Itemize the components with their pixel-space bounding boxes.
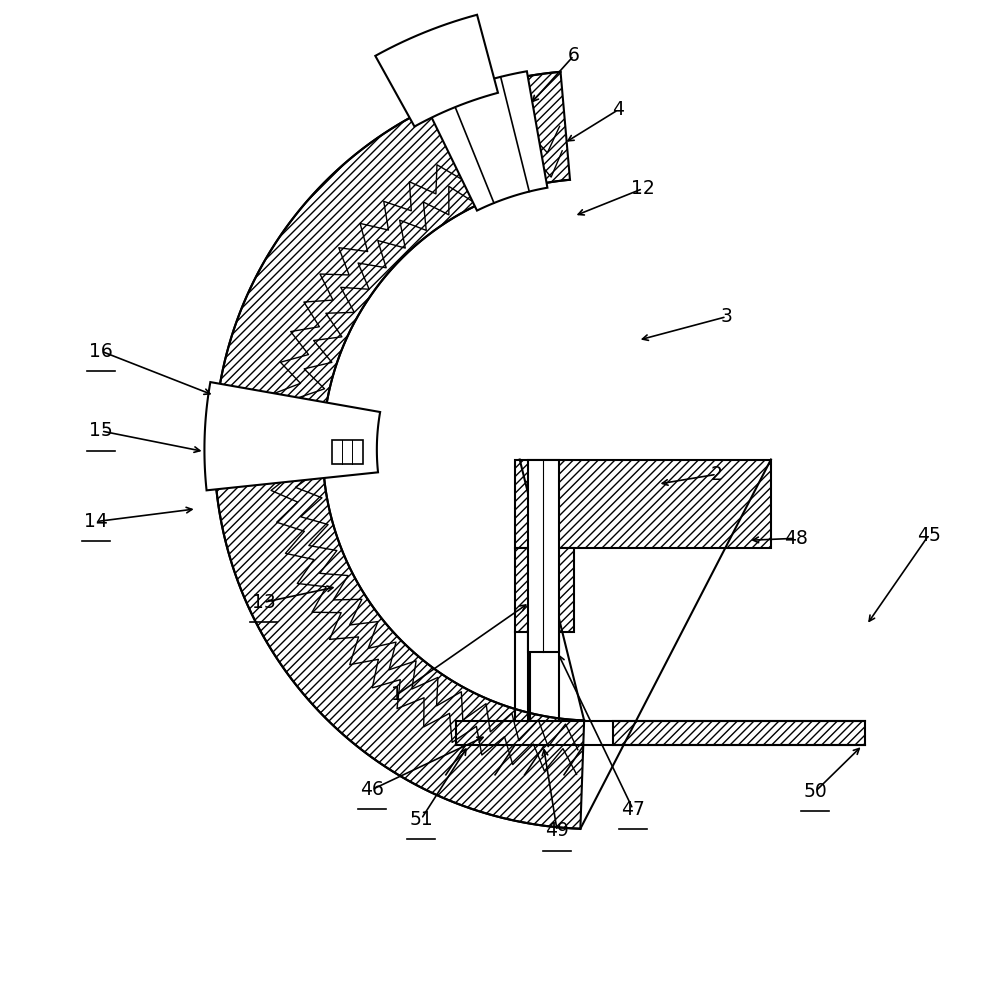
Text: 47: 47	[621, 799, 645, 819]
Text: 45: 45	[917, 526, 941, 544]
Polygon shape	[613, 720, 865, 745]
Polygon shape	[425, 71, 547, 210]
Text: 12: 12	[631, 179, 655, 198]
Text: 50: 50	[803, 782, 827, 801]
Text: 46: 46	[360, 781, 384, 799]
Text: 15: 15	[89, 422, 113, 441]
Text: 16: 16	[89, 342, 113, 361]
Bar	[332, 440, 363, 463]
Text: 51: 51	[409, 809, 433, 829]
Text: 13: 13	[252, 593, 275, 612]
Polygon shape	[214, 72, 584, 829]
Polygon shape	[515, 548, 574, 632]
Polygon shape	[528, 459, 559, 652]
Polygon shape	[515, 459, 771, 548]
Text: 14: 14	[84, 512, 108, 532]
Text: 2: 2	[711, 464, 723, 484]
Polygon shape	[375, 15, 498, 126]
Text: 1: 1	[391, 686, 402, 704]
Text: 3: 3	[721, 307, 733, 326]
Text: 4: 4	[612, 100, 624, 120]
Text: 48: 48	[784, 529, 808, 547]
Text: 6: 6	[568, 46, 580, 65]
Text: 49: 49	[545, 821, 569, 841]
Polygon shape	[204, 382, 380, 490]
